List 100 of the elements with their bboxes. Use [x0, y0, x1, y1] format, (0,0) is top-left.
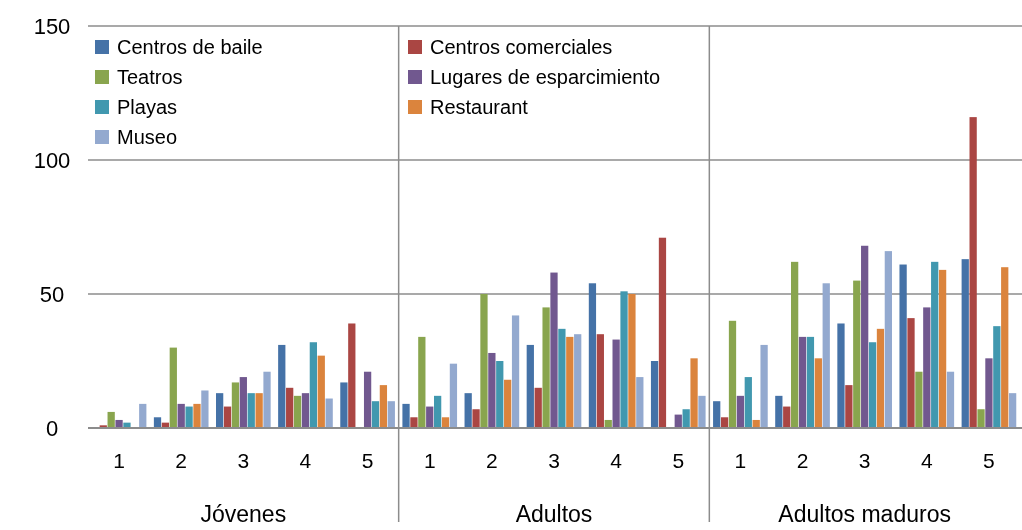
- bar: [488, 352, 496, 428]
- bar: [588, 283, 597, 428]
- x-tick-label: 3: [548, 449, 560, 472]
- legend-label: Centros de baile: [117, 36, 263, 58]
- legend-label: Lugares de esparcimiento: [430, 66, 661, 88]
- bar: [596, 334, 604, 428]
- bar: [1009, 393, 1017, 428]
- x-tick-label: 3: [237, 449, 250, 472]
- bar: [923, 307, 931, 428]
- y-tick-label: 150: [33, 13, 71, 39]
- bar: [977, 409, 985, 428]
- bar: [449, 363, 458, 428]
- y-tick-label: 0: [45, 415, 59, 441]
- bar: [814, 358, 822, 428]
- bar: [247, 393, 255, 428]
- bar: [868, 342, 877, 428]
- bar: [317, 355, 325, 428]
- bar: [139, 403, 147, 428]
- bar: [542, 307, 550, 428]
- bar: [286, 387, 294, 428]
- x-tick-label: 1: [734, 449, 747, 472]
- bar: [496, 361, 504, 428]
- x-tick-label: 5: [983, 449, 995, 472]
- legend-label: Playas: [117, 96, 178, 118]
- legend-label: Museo: [117, 126, 178, 148]
- bar: [853, 280, 861, 428]
- bar: [255, 393, 263, 428]
- bar: [340, 382, 348, 428]
- x-tick-label: 2: [175, 449, 188, 472]
- bar: [760, 344, 768, 428]
- bar: [744, 377, 752, 428]
- bar: [884, 251, 892, 428]
- bar: [698, 395, 706, 428]
- bar: [107, 411, 115, 428]
- x-tick-label: 5: [672, 449, 685, 472]
- bar: [511, 315, 520, 428]
- bar: [402, 403, 410, 428]
- bar: [845, 385, 853, 428]
- bar: [325, 398, 333, 428]
- bar: [363, 371, 372, 428]
- legend-label: Restaurant: [430, 96, 529, 118]
- x-tick-label: 5: [361, 449, 374, 472]
- bar: [985, 358, 993, 428]
- bar: [480, 294, 488, 428]
- bar: [783, 406, 791, 428]
- bar: [309, 342, 317, 428]
- y-tick-label: 100: [33, 147, 71, 173]
- x-tick-label: 1: [113, 449, 125, 472]
- text: Jóvenes: [200, 501, 287, 527]
- bar: [899, 264, 907, 428]
- bar: [410, 417, 418, 428]
- bar: [822, 283, 830, 428]
- bar: [993, 326, 1001, 428]
- bar: [177, 403, 185, 428]
- bar: [682, 409, 690, 428]
- bar: [278, 344, 286, 428]
- x-tick-label: 1: [423, 449, 436, 472]
- bar: [201, 390, 209, 428]
- bar: [1001, 267, 1009, 428]
- bar: [798, 336, 807, 428]
- bar: [472, 409, 480, 428]
- bar: [728, 320, 737, 428]
- bar: [348, 323, 356, 428]
- x-tick-label: 3: [858, 449, 871, 472]
- y-tick-label: 50: [39, 281, 65, 307]
- bar: [837, 323, 845, 428]
- bar: [231, 382, 240, 428]
- text: Adultos: [515, 501, 593, 527]
- bar: [169, 347, 177, 428]
- bar: [650, 361, 659, 428]
- bar: [441, 417, 450, 428]
- bar: [185, 406, 193, 428]
- bar: [387, 401, 395, 428]
- bar: [720, 417, 729, 428]
- bar: [216, 393, 224, 428]
- bar: [876, 328, 885, 428]
- bar: [969, 117, 977, 428]
- bar: [713, 401, 721, 428]
- bar: [574, 334, 582, 428]
- bar: [931, 261, 939, 428]
- bar: [558, 328, 566, 428]
- bar: [263, 371, 271, 428]
- bar: [658, 237, 667, 428]
- x-tick-label: 4: [610, 449, 623, 472]
- bar: [371, 401, 380, 428]
- bar: [379, 385, 388, 428]
- bar: [938, 269, 947, 428]
- bar: [915, 371, 923, 428]
- legend-label: Centros comerciales: [430, 36, 613, 58]
- bar: [534, 387, 542, 428]
- bar: [806, 336, 815, 428]
- bar: [636, 377, 644, 428]
- bar: [946, 371, 955, 428]
- bar: [193, 403, 201, 428]
- bar: [861, 245, 869, 428]
- bar: [504, 379, 512, 428]
- text: Adultos maduros: [778, 501, 951, 527]
- bar: [690, 358, 698, 428]
- bar: [550, 272, 558, 428]
- bar: [566, 336, 574, 428]
